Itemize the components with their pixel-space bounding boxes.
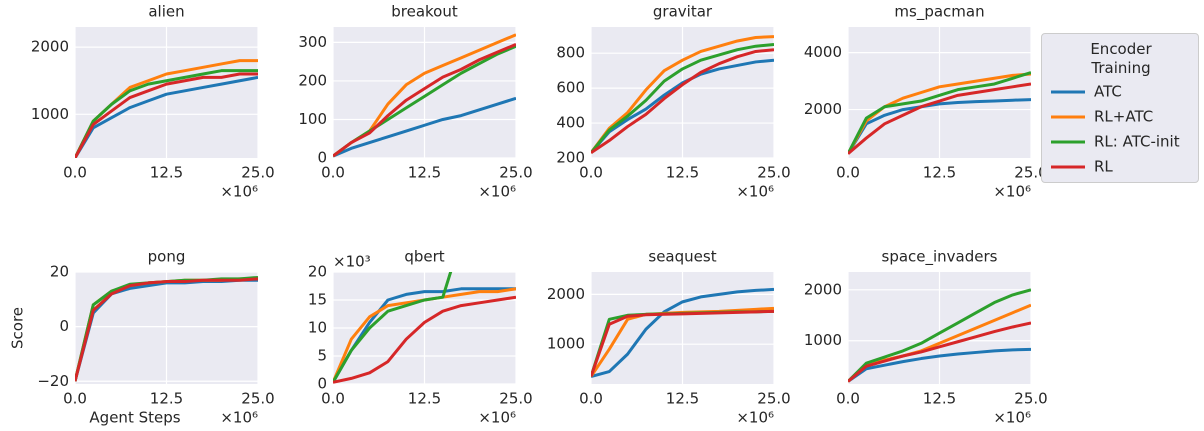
y-tick-label: 2000 [31, 38, 69, 56]
y-tick-label: 1000 [31, 105, 69, 123]
series-line [75, 72, 258, 158]
series-line [848, 98, 1031, 155]
y-multiplier: ×10³ [333, 253, 371, 271]
x-tick-label: 12.5 [666, 390, 699, 408]
x-axis-label: Agent Steps [89, 409, 180, 427]
series-line [333, 295, 516, 384]
x-tick-label: 25.0 [499, 390, 532, 408]
y-tick-label: 100 [298, 110, 327, 128]
x-multiplier: ×10⁶ [220, 409, 258, 427]
legend-label: RL+ATC [1094, 108, 1153, 126]
chart-title: gravitar [653, 3, 713, 21]
y-axis-label: Score [9, 307, 27, 349]
y-tick-label: 400 [556, 114, 585, 132]
series-line [75, 75, 258, 158]
legend-label: RL: ATC-init [1094, 133, 1180, 151]
legend-label: ATC [1094, 83, 1122, 101]
x-multiplier: ×10⁶ [736, 183, 774, 201]
series-line [848, 347, 1031, 383]
x-tick-label: 12.5 [150, 164, 183, 182]
x-tick-label: 0.0 [63, 390, 87, 408]
y-tick-label: −20 [37, 372, 69, 390]
series-line [333, 272, 453, 384]
series-line [848, 288, 1031, 383]
x-tick-label: 0.0 [321, 390, 345, 408]
series-line [75, 69, 258, 158]
x-tick-label: 12.5 [408, 164, 441, 182]
x-tick-label: 12.5 [923, 164, 956, 182]
y-tick-label: 1000 [804, 331, 842, 349]
legend-label: RL [1094, 158, 1113, 176]
y-tick-label: 200 [556, 149, 585, 167]
y-tick-label: 0 [317, 375, 327, 393]
x-multiplier: ×10⁶ [993, 183, 1031, 201]
y-tick-label: 0 [317, 149, 327, 167]
y-tick-label: 0 [59, 317, 69, 335]
chart-title: pong [148, 248, 186, 266]
legend-entries: ATC RL+ATC RL: ATC-init RL [1051, 83, 1180, 176]
y-tick-label: 20 [308, 263, 327, 281]
series-line [848, 82, 1031, 155]
series-line [591, 42, 774, 154]
x-multiplier: ×10⁶ [220, 183, 258, 201]
y-tick-label: 300 [298, 33, 327, 51]
x-tick-label: 25.0 [499, 164, 532, 182]
chart-title: seaquest [648, 248, 716, 266]
y-tick-label: 2000 [804, 100, 842, 118]
x-tick-label: 25.0 [241, 390, 274, 408]
y-tick-label: 2000 [547, 285, 585, 303]
series-line [848, 71, 1031, 155]
x-tick-label: 25.0 [241, 164, 274, 182]
chart-title: breakout [391, 3, 458, 21]
chart-title: space_invaders [882, 248, 998, 267]
series-line [848, 321, 1031, 383]
chart-title: qbert [404, 248, 444, 266]
y-tick-label: 2000 [804, 280, 842, 298]
x-tick-label: 25.0 [757, 390, 790, 408]
chart-title: ms_pacman [894, 3, 984, 22]
x-tick-label: 12.5 [150, 390, 183, 408]
x-multiplier: ×10⁶ [478, 409, 516, 427]
x-tick-label: 0.0 [836, 164, 860, 182]
x-tick-label: 25.0 [1014, 390, 1047, 408]
y-tick-label: 600 [556, 79, 585, 97]
y-tick-label: 5 [317, 347, 327, 365]
y-tick-label: 800 [556, 44, 585, 62]
series-line [591, 287, 774, 378]
series-line [591, 35, 774, 154]
x-tick-label: 12.5 [408, 390, 441, 408]
x-tick-label: 0.0 [321, 164, 345, 182]
x-tick-label: 0.0 [836, 390, 860, 408]
legend-title: Encoder Training [1090, 40, 1152, 77]
x-tick-label: 0.0 [579, 164, 603, 182]
x-multiplier: ×10⁶ [993, 409, 1031, 427]
chart-title: alien [148, 3, 184, 21]
x-multiplier: ×10⁶ [736, 409, 774, 427]
x-tick-label: 12.5 [666, 164, 699, 182]
y-tick-label: 200 [298, 71, 327, 89]
y-tick-label: 10 [308, 319, 327, 337]
y-tick-label: 1000 [547, 335, 585, 353]
x-tick-label: 0.0 [63, 164, 87, 182]
x-multiplier: ×10⁶ [478, 183, 516, 201]
series-line [75, 277, 258, 382]
x-tick-label: 12.5 [923, 390, 956, 408]
x-tick-label: 25.0 [757, 164, 790, 182]
series-line [333, 287, 516, 384]
y-tick-label: 4000 [804, 43, 842, 61]
x-tick-label: 25.0 [1014, 164, 1047, 182]
y-tick-label: 20 [50, 263, 69, 281]
series-line [591, 309, 774, 378]
legend: Encoder Training ATC RL+ATC RL: ATC-init RL [1041, 33, 1199, 183]
series-line [333, 42, 516, 158]
y-tick-label: 15 [308, 291, 327, 309]
series-line [591, 48, 774, 155]
x-tick-label: 0.0 [579, 390, 603, 408]
series-line [333, 96, 516, 158]
